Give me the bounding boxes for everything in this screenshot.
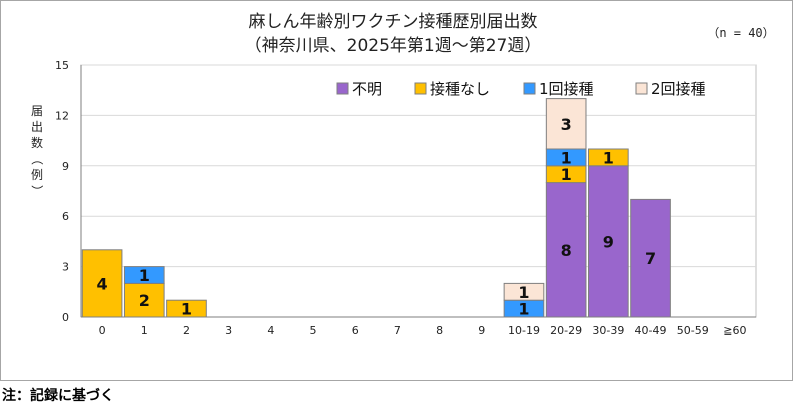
x-tick-label: 20-29: [550, 324, 582, 337]
footnote: 注：記録に基づく: [2, 388, 114, 404]
bar-segment: [545, 182, 587, 318]
axes: [80, 65, 756, 318]
bar-segment: [588, 148, 629, 167]
data-label: 1: [139, 266, 150, 285]
data-label: 2: [139, 291, 150, 310]
bar-segment: [123, 282, 165, 318]
y-axis-label-char: 届: [31, 104, 43, 118]
y-tick-label: 12: [55, 109, 69, 122]
y-tick-label: 6: [62, 210, 69, 223]
x-tick-label: 8: [436, 324, 443, 337]
y-tick-label: 3: [62, 261, 69, 274]
x-tick-label: 5: [310, 324, 317, 337]
chart-svg: 麻しん年齢別ワクチン接種歴別届出数 （神奈川県、2025年第1週〜第27週） （…: [30, 12, 775, 337]
bar-segment: [545, 98, 587, 150]
x-tick-label: 7: [394, 324, 401, 337]
x-tick-label: 6: [352, 324, 359, 337]
legend-label: 1回接種: [539, 80, 594, 98]
y-tick-label: 9: [62, 160, 69, 173]
legend-swatch: [523, 82, 536, 95]
data-label: 1: [561, 165, 572, 184]
data-label: 4: [97, 274, 108, 293]
data-label: 9: [603, 232, 614, 251]
y-axis-label: 届出数 （ 例 ）: [30, 104, 44, 197]
x-tick-label: 50-59: [677, 324, 709, 337]
bar-segment: [123, 266, 165, 284]
x-ticks: 0 1 2 3 4 5 6 7 8 9 10-19 20-29 30-39 40-49 50-59 ≧60: [99, 324, 747, 337]
data-label: 1: [518, 283, 529, 302]
y-ticks: 0 3 6 9 12 15: [55, 59, 69, 324]
y-tick-label: 15: [55, 59, 69, 72]
chart-frame: 麻しん年齢別ワクチン接種歴別届出数 （神奈川県、2025年第1週〜第27週） （…: [0, 0, 793, 381]
legend-swatch: [414, 82, 427, 95]
chart-title: 麻しん年齢別ワクチン接種歴別届出数: [249, 12, 538, 32]
y-axis-label-char: 数: [31, 135, 43, 150]
y-axis-label-char: ）: [30, 185, 44, 197]
legend-label: 接種なし: [430, 80, 490, 98]
data-label: 3: [561, 115, 572, 134]
data-label: 1: [181, 300, 192, 319]
x-tick-label: 0: [99, 324, 106, 337]
x-tick-label: ≧60: [723, 324, 746, 337]
x-tick-label: 1: [141, 324, 148, 337]
data-label: 8: [561, 241, 572, 260]
x-tick-label: 4: [267, 324, 274, 337]
y-axis-label-char: （: [30, 153, 44, 165]
data-label: 1: [561, 148, 572, 167]
legend-swatch: [635, 82, 648, 95]
x-tick-label: 3: [225, 324, 232, 337]
x-tick-label: 2: [183, 324, 190, 337]
legend-label: 2回接種: [651, 80, 706, 98]
x-tick-label: 40-49: [635, 324, 667, 337]
data-label: 1: [518, 300, 529, 319]
bar-segment: [630, 198, 671, 318]
legend-label: 不明: [352, 80, 382, 98]
y-axis-label-char: 出: [31, 120, 43, 134]
data-label: 7: [645, 249, 656, 268]
y-tick-label: 0: [62, 311, 69, 324]
bar-segment: [588, 165, 629, 318]
bar-segment: [81, 249, 123, 318]
chart-subtitle: （神奈川県、2025年第1週〜第27週）: [245, 36, 542, 56]
x-tick-label: 30-39: [592, 324, 624, 337]
legend: 不明 接種なし 1回接種 2回接種: [336, 80, 706, 98]
legend-swatch: [336, 82, 349, 95]
data-label: 1: [603, 148, 614, 167]
bar-segment: [503, 282, 545, 301]
x-tick-label: 9: [478, 324, 485, 337]
sample-size-label: （n = 40）: [707, 26, 774, 40]
x-tick-label: 10-19: [508, 324, 540, 337]
y-axis-label-char: 例: [31, 168, 43, 182]
